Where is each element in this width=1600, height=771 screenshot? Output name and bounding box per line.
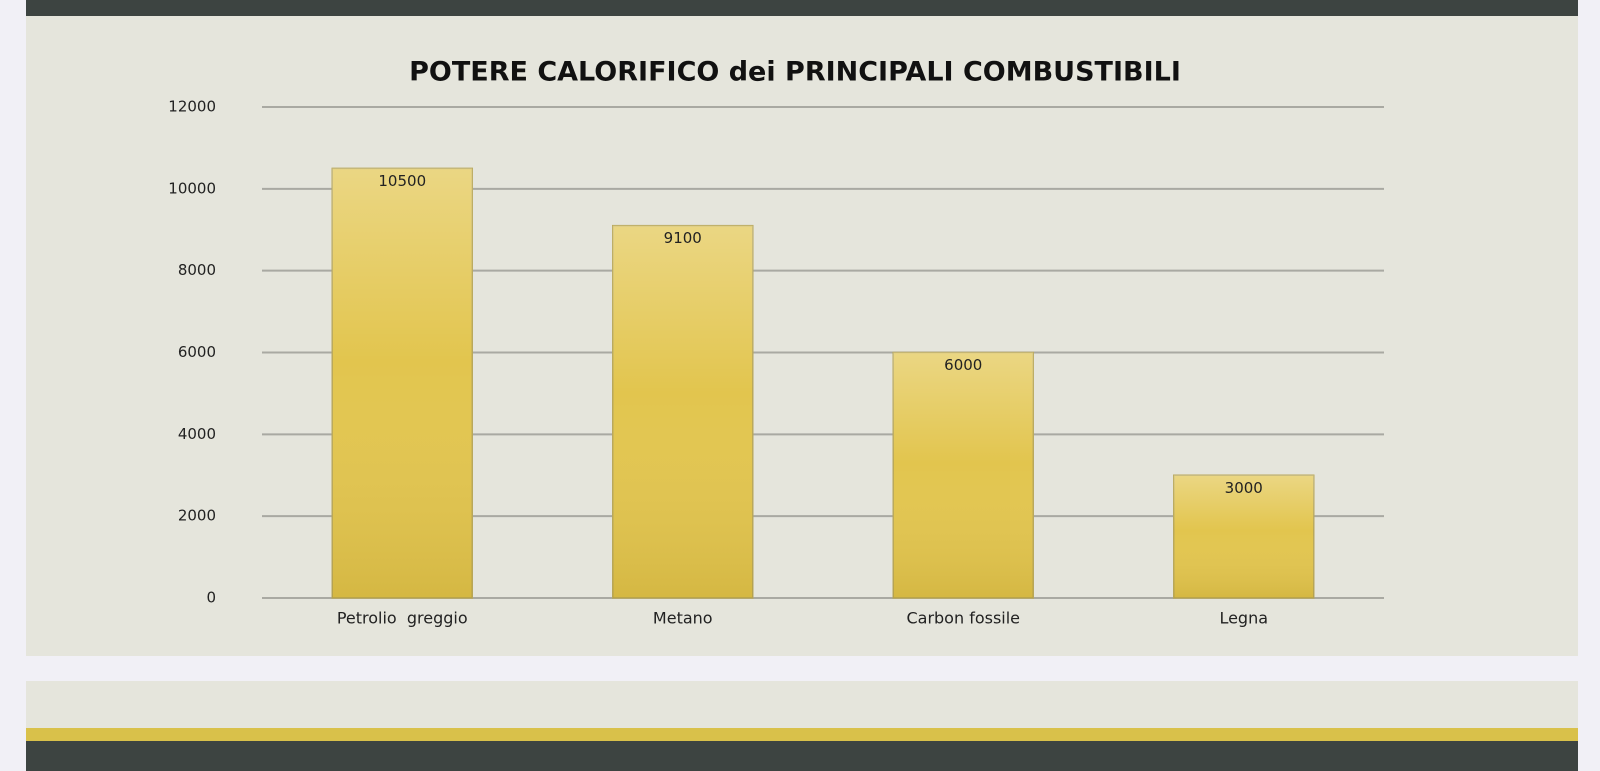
next-slide-stripe [26,728,1578,741]
chart: POTERE CALORIFICO dei PRINCIPALI COMBUST… [168,57,1384,628]
y-tick-label: 8000 [178,261,216,279]
next-slide [26,681,1578,728]
bar-shade [332,168,473,598]
bar-shade [1173,475,1314,598]
x-tick-label: Legna [1219,609,1268,628]
value-label: 3000 [1225,479,1263,497]
slide-panel [26,16,1578,656]
y-tick-label: 12000 [168,98,216,116]
y-tick-label: 4000 [178,425,216,443]
y-tick-label: 2000 [178,507,216,525]
bar-shade [893,352,1034,598]
x-tick-label: Metano [653,609,713,628]
value-label: 10500 [378,172,426,190]
y-tick-label: 6000 [178,343,216,361]
x-tick-label: Petrolio greggio [337,609,468,628]
top-band [26,0,1578,16]
y-tick-label: 10000 [168,179,216,197]
y-tick-label: 0 [206,589,216,607]
next-slide-band [26,741,1578,771]
value-label: 6000 [944,356,982,374]
bar-shade [612,225,753,599]
value-label: 9100 [664,229,702,247]
chart-title: POTERE CALORIFICO dei PRINCIPALI COMBUST… [409,57,1181,88]
x-tick-label: Carbon fossile [906,609,1020,628]
